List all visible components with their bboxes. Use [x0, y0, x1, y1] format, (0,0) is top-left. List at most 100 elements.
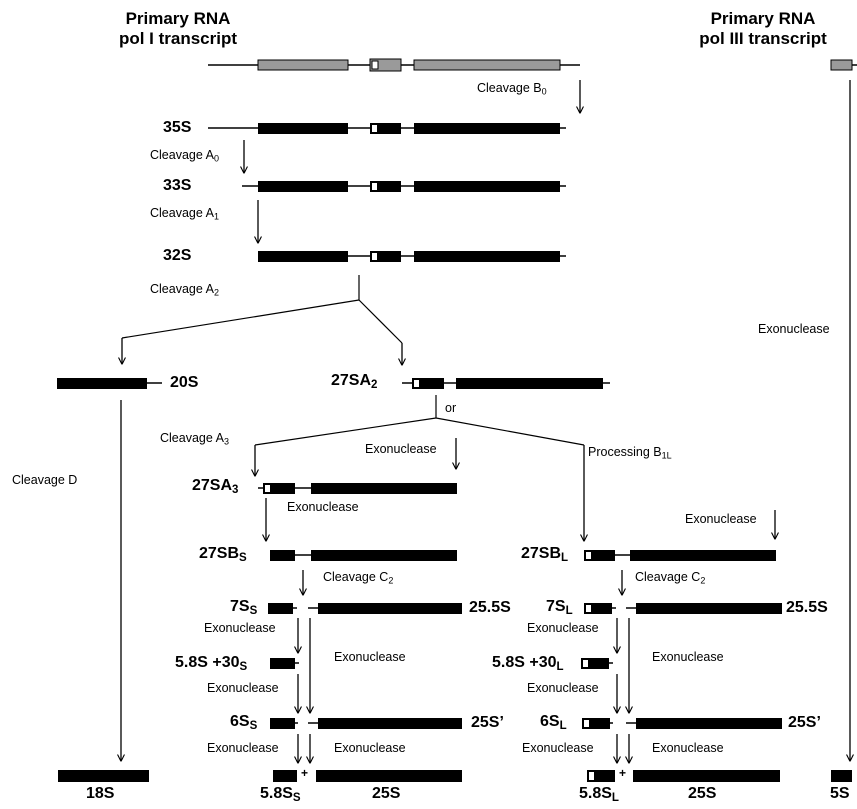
header-pol1-line2: pol I transcript: [118, 28, 238, 48]
label-5-8sl-main: 5.8S: [579, 785, 612, 802]
step-cleavage-a3: Cleavage A3: [160, 431, 229, 447]
label-5-8ss: 5.8SS: [260, 785, 301, 804]
step-processing-b1l-main: Processing B: [588, 445, 662, 459]
step-exonuclease-right-2: Exonuclease: [652, 650, 724, 664]
rna-32s: [258, 251, 566, 262]
label-27sbl: 27SBL: [521, 545, 569, 564]
step-cleavage-c2-left-sub: 2: [388, 575, 394, 586]
header-pol3-line2: pol III transcript: [699, 28, 827, 48]
label-27sa2-main: 27SA: [331, 372, 372, 389]
step-cleavage-a1-sub: 1: [213, 211, 219, 222]
label-6ss-sub: S: [249, 719, 258, 732]
header-pol1: Primary RNA pol I transcript: [108, 9, 248, 48]
step-cleavage-a0: Cleavage A0: [150, 148, 219, 164]
step-exonuclease-left-3: Exonuclease: [207, 681, 279, 695]
rna-5s: [831, 770, 852, 782]
step-exonuclease-right-5: Exonuclease: [652, 741, 724, 755]
rna-20s: [57, 378, 162, 389]
branch-connectors: [121, 275, 585, 446]
label-7sl: 7SL: [546, 598, 573, 617]
label-6sl: 6SL: [540, 714, 567, 732]
step-exonuclease-right-top: Exonuclease: [685, 512, 757, 526]
rna-27sbl: [584, 550, 776, 561]
label-6ss: 6SS: [230, 713, 258, 732]
step-cleavage-b0-sub: 0: [541, 86, 547, 97]
rna-35s: [208, 123, 566, 134]
label-27sa2-sub: 2: [371, 378, 378, 391]
primary-pol1-transcript: [208, 58, 580, 72]
label-5-8s-30l: 5.8S +30L: [492, 654, 564, 673]
label-5-8s-30s-main: 5.8S +30: [175, 654, 240, 671]
step-cleavage-a2-sub: 2: [213, 287, 219, 298]
step-cleavage-b0: Cleavage B0: [477, 81, 547, 97]
step-exonuclease-left-1: Exonuclease: [204, 621, 276, 635]
rna-7ss-and-25-5s: [268, 603, 462, 614]
label-7ss-main: 7S: [230, 598, 250, 615]
rna-5-8s-30l: [581, 658, 613, 669]
label-25s-right: 25S: [688, 785, 717, 802]
label-25s-prime-left: 25S’: [471, 714, 504, 731]
rna-5-8sl: [587, 770, 615, 782]
label-18s: 18S: [86, 785, 115, 802]
process-arrows: [121, 80, 850, 762]
step-cleavage-b0-main: Cleavage B: [477, 81, 542, 95]
label-20s: 20S: [170, 374, 199, 391]
rna-5-8s-30s: [270, 658, 299, 669]
step-exonuclease-right-1: Exonuclease: [527, 621, 599, 635]
step-cleavage-a2-main: Cleavage A: [150, 282, 214, 296]
header-pol3-line1: Primary RNA: [710, 9, 816, 28]
rna-18s: [58, 770, 149, 782]
label-5-8s-30l-sub: L: [556, 660, 564, 673]
step-cleavage-a1-main: Cleavage A: [150, 206, 214, 220]
step-exonuclease-left-2: Exonuclease: [334, 650, 406, 664]
label-27sbl-main: 27SB: [521, 545, 562, 562]
label-5-8ss-sub: S: [292, 791, 301, 804]
plus-sign-right: +: [619, 766, 627, 780]
label-7sl-main: 7S: [546, 598, 566, 615]
step-cleavage-a3-sub: 3: [223, 436, 229, 447]
step-exonuclease-5s: Exonuclease: [758, 322, 830, 336]
label-7sl-sub: L: [565, 604, 573, 617]
rna-27sa2: [402, 378, 610, 389]
label-32s: 32S: [163, 247, 192, 264]
primary-pol3-transcript: [830, 59, 857, 71]
step-cleavage-c2-right-sub: 2: [700, 575, 706, 586]
step-exonuclease-right-4: Exonuclease: [522, 741, 594, 755]
step-cleavage-d: Cleavage D: [12, 473, 78, 487]
label-5-8s-30s-sub: S: [239, 660, 248, 673]
step-exonuclease-27sa3: Exonuclease: [287, 500, 359, 514]
plus-sign-left: +: [301, 766, 309, 780]
step-or: or: [445, 401, 457, 415]
label-5-8ss-main: 5.8S: [260, 785, 293, 802]
label-25-5s-left: 25.5S: [469, 599, 511, 616]
step-cleavage-a3-main: Cleavage A: [160, 431, 224, 445]
rna-25s-left: [316, 770, 462, 782]
step-cleavage-a0-main: Cleavage A: [150, 148, 214, 162]
label-27sbl-sub: L: [561, 551, 569, 564]
label-6sl-sub: L: [559, 719, 567, 732]
step-cleavage-c2-right-main: Cleavage C: [635, 570, 701, 584]
rna-5-8ss: [273, 770, 297, 782]
label-6ss-main: 6S: [230, 713, 250, 730]
step-processing-b1l: Processing B1L: [588, 445, 672, 460]
rna-7sl-and-25-5s: [584, 603, 782, 614]
step-cleavage-c2-right: Cleavage C2: [635, 570, 706, 586]
label-27sa3: 27SA3: [192, 478, 238, 496]
label-27sa2: 27SA2: [331, 372, 378, 391]
step-exonuclease-right-3: Exonuclease: [527, 681, 599, 695]
rna-6sl-and-25s-prime: [582, 718, 782, 729]
rna-25s-right: [633, 770, 780, 782]
label-7ss-sub: S: [249, 604, 258, 617]
label-5-8s-30s: 5.8S +30S: [175, 654, 248, 673]
step-cleavage-a0-sub: 0: [213, 153, 219, 164]
header-pol3: Primary RNA pol III transcript: [688, 9, 838, 48]
step-exonuclease-left-5: Exonuclease: [334, 741, 406, 755]
rna-6ss-and-25s-prime: [270, 718, 462, 729]
step-cleavage-c2-left: Cleavage C2: [323, 570, 394, 586]
step-exonuclease-left-4: Exonuclease: [207, 741, 279, 755]
rna-33s: [242, 181, 566, 192]
step-cleavage-c2-left-main: Cleavage C: [323, 570, 389, 584]
step-exonuclease-mid: Exonuclease: [365, 442, 437, 456]
label-5-8s-30l-main: 5.8S +30: [492, 654, 557, 671]
